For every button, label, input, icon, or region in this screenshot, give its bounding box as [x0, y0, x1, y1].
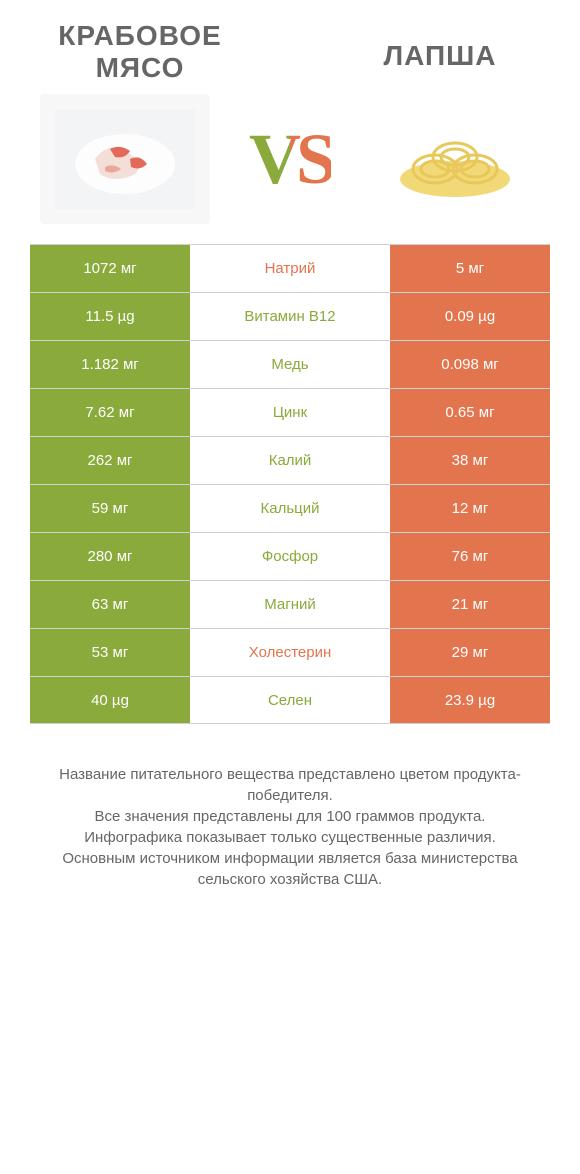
footer-notes: Название питательного вещества представл…	[0, 724, 580, 890]
left-product-title: КРАБОВОЕ МЯСО	[40, 20, 240, 84]
right-value: 0.65 мг	[390, 389, 550, 436]
footer-line: Все значения представлены для 100 граммо…	[30, 806, 550, 827]
header-row: КРАБОВОЕ МЯСО ЛАПША	[0, 0, 580, 94]
left-value: 63 мг	[30, 581, 190, 628]
left-value: 59 мг	[30, 485, 190, 532]
table-row: 11.5 µgВитамин B120.09 µg	[30, 292, 550, 340]
left-value: 280 мг	[30, 533, 190, 580]
table-row: 262 мгКалий38 мг	[30, 436, 550, 484]
images-row: VS	[0, 94, 580, 244]
left-value: 1072 мг	[30, 245, 190, 292]
right-value: 23.9 µg	[390, 677, 550, 723]
right-value: 76 мг	[390, 533, 550, 580]
left-value: 11.5 µg	[30, 293, 190, 340]
vs-label: VS	[249, 118, 331, 201]
nutrient-label: Медь	[190, 341, 390, 388]
footer-line: Основным источником информации является …	[30, 848, 550, 890]
nutrient-label: Селен	[190, 677, 390, 723]
right-product-image	[370, 94, 540, 224]
right-value: 29 мг	[390, 629, 550, 676]
left-value: 262 мг	[30, 437, 190, 484]
footer-line: Название питательного вещества представл…	[30, 764, 550, 806]
table-row: 40 µgСелен23.9 µg	[30, 676, 550, 724]
table-row: 7.62 мгЦинк0.65 мг	[30, 388, 550, 436]
right-value: 0.098 мг	[390, 341, 550, 388]
left-value: 53 мг	[30, 629, 190, 676]
footer-line: Инфографика показывает только существенн…	[30, 827, 550, 848]
nutrient-label: Кальций	[190, 485, 390, 532]
left-product-image	[40, 94, 210, 224]
table-row: 1072 мгНатрий5 мг	[30, 244, 550, 292]
table-row: 53 мгХолестерин29 мг	[30, 628, 550, 676]
right-product-title: ЛАПША	[340, 40, 540, 72]
right-value: 12 мг	[390, 485, 550, 532]
right-value: 0.09 µg	[390, 293, 550, 340]
left-value: 7.62 мг	[30, 389, 190, 436]
nutrient-label: Холестерин	[190, 629, 390, 676]
nutrient-label: Цинк	[190, 389, 390, 436]
right-value: 5 мг	[390, 245, 550, 292]
table-row: 1.182 мгМедь0.098 мг	[30, 340, 550, 388]
nutrient-label: Калий	[190, 437, 390, 484]
nutrient-label: Витамин B12	[190, 293, 390, 340]
right-value: 21 мг	[390, 581, 550, 628]
left-value: 40 µg	[30, 677, 190, 723]
table-row: 59 мгКальций12 мг	[30, 484, 550, 532]
right-value: 38 мг	[390, 437, 550, 484]
nutrient-comparison-table: 1072 мгНатрий5 мг11.5 µgВитамин B120.09 …	[30, 244, 550, 724]
nutrient-label: Фосфор	[190, 533, 390, 580]
nutrient-label: Натрий	[190, 245, 390, 292]
left-value: 1.182 мг	[30, 341, 190, 388]
table-row: 63 мгМагний21 мг	[30, 580, 550, 628]
nutrient-label: Магний	[190, 581, 390, 628]
table-row: 280 мгФосфор76 мг	[30, 532, 550, 580]
